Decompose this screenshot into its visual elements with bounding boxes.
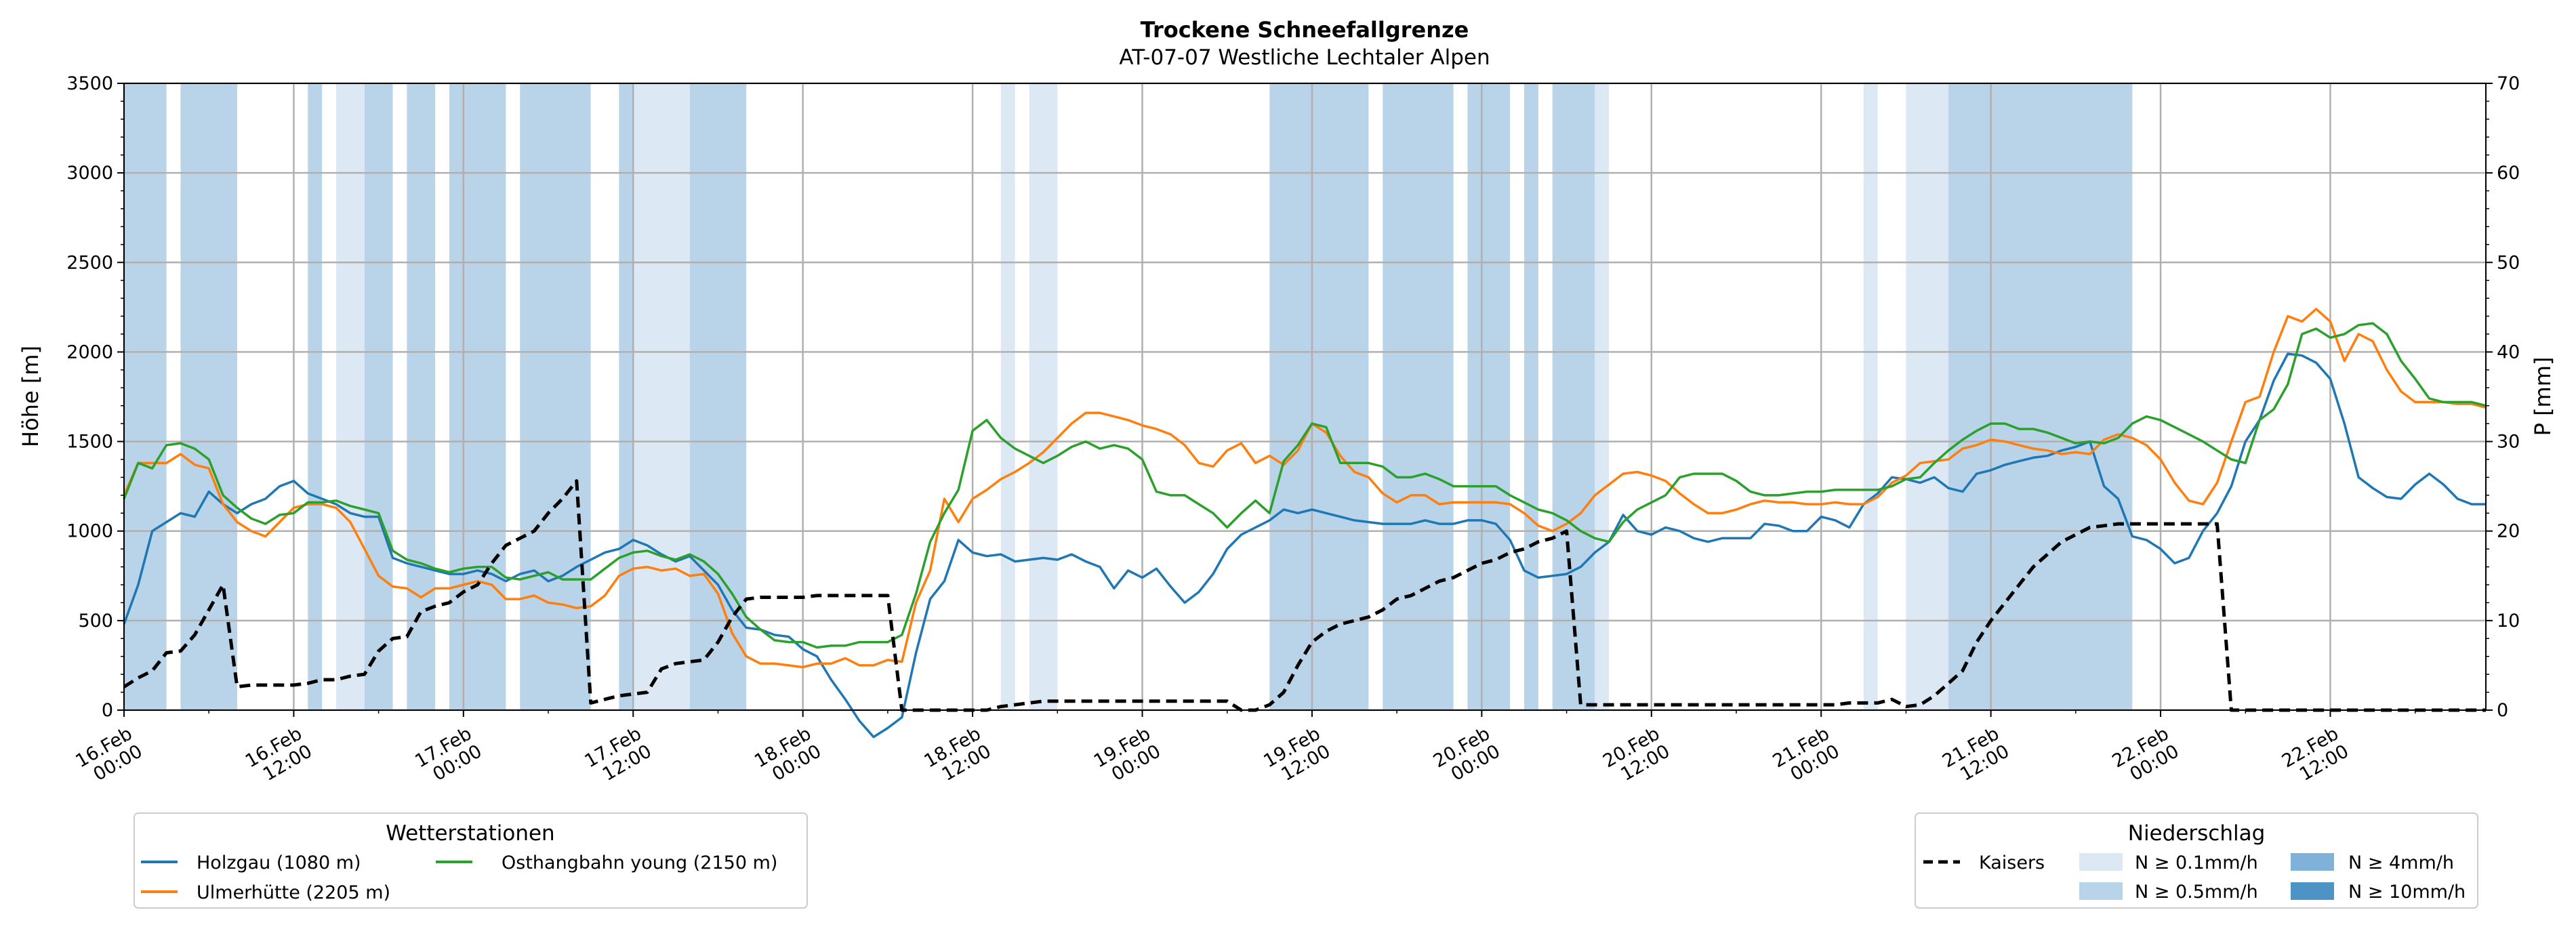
y-axis-left: 0 500 1000 1500 2000 2500 3000 3500	[66, 73, 124, 721]
ytick-label-5: 2500	[66, 252, 113, 273]
xtick-label-6: 19.Feb00:00	[1090, 723, 1164, 789]
xtick-label-7: 19.Feb12:00	[1260, 723, 1334, 789]
legend-n4-swatch	[2291, 853, 2334, 871]
ytick-label-3: 1500	[66, 432, 113, 453]
legend-stations-title: Wetterstationen	[386, 821, 554, 846]
precip-band-16	[1524, 83, 1538, 710]
ytick-label-2: 1000	[66, 521, 113, 542]
legend-n4-label: N ≥ 4mm/h	[2348, 852, 2454, 873]
y2-axis-label: P [mm]	[2530, 357, 2556, 436]
xtick-label-12: 22.Feb00:00	[2108, 723, 2182, 789]
legend-precip-title: Niederschlag	[2128, 821, 2266, 846]
precip-band-0	[124, 83, 167, 710]
series-kaisers	[123, 479, 2486, 712]
xtick-label-8: 20.Feb00:00	[1430, 723, 1504, 789]
legend-n01-label: N ≥ 0.1mm/h	[2135, 852, 2258, 873]
y-axis-right: 0 10 20 30 40 50 60 70	[2486, 73, 2520, 721]
y2tick-label-4: 40	[2497, 342, 2520, 363]
legend-stations: Wetterstationen Holzgau (1080 m) Ulmerhü…	[134, 812, 808, 909]
series-ulmer	[123, 308, 2487, 669]
precip-band-7	[520, 83, 591, 710]
xtick-label-11: 21.Feb12:00	[1939, 723, 2013, 789]
ytick-label-4: 2000	[66, 342, 113, 363]
legend-n05-swatch	[2079, 882, 2123, 900]
precip-band-13	[1269, 83, 1369, 710]
series-lines	[123, 308, 2487, 739]
y2tick-label-2: 20	[2497, 521, 2520, 542]
precip-band-15	[1467, 83, 1511, 710]
ytick-label-7: 3500	[66, 73, 113, 94]
xtick-label-4: 18.Feb00:00	[751, 723, 825, 789]
series-ost	[123, 322, 2487, 649]
precip-band-9	[633, 83, 690, 710]
xtick-label-10: 21.Feb00:00	[1770, 723, 1843, 789]
legend-n01-swatch	[2079, 853, 2123, 871]
x-axis: 16.Feb00:00 16.Feb12:00 17.Feb00:00 17.Feb1…	[72, 710, 2416, 789]
y2tick-label-6: 60	[2497, 163, 2520, 184]
xtick-label-2: 17.Feb00:00	[411, 723, 485, 789]
precip-band-14	[1383, 83, 1454, 710]
legend-n10-swatch	[2291, 882, 2334, 900]
precip-band-19	[1863, 83, 1878, 710]
xtick-label-5: 18.Feb12:00	[921, 723, 995, 789]
ytick-label-1: 500	[78, 611, 113, 632]
grid-lines	[123, 82, 2486, 711]
xtick-label-0: 16.Feb00:00	[72, 723, 146, 789]
precip-band-18	[1595, 83, 1610, 710]
precip-band-20	[1906, 83, 1949, 710]
precipitation-bands	[124, 83, 2133, 710]
xtick-label-9: 20.Feb12:00	[1599, 723, 1673, 789]
precip-band-3	[336, 83, 365, 710]
precip-band-21	[1948, 83, 2133, 710]
precip-band-1	[180, 83, 237, 710]
y2tick-label-0: 0	[2497, 700, 2508, 721]
precip-band-2	[308, 83, 323, 710]
legend-precip: Niederschlag Kaisers N ≥ 0.1mm/h N ≥ 0.5…	[1915, 812, 2478, 909]
y2tick-label-3: 30	[2497, 432, 2520, 453]
chart-title: Trockene Schneefallgrenze	[1141, 17, 1469, 43]
ytick-label-0: 0	[102, 700, 113, 721]
y2tick-label-7: 70	[2497, 73, 2520, 94]
xtick-label-3: 17.Feb12:00	[581, 723, 655, 789]
y-axis-label: Höhe [m]	[18, 346, 43, 447]
chart-subtitle: AT-07-07 Westliche Lechtaler Alpen	[1119, 45, 1490, 70]
precip-band-4	[364, 83, 393, 710]
legend-n10-label: N ≥ 10mm/h	[2348, 882, 2466, 903]
y2tick-label-5: 50	[2497, 252, 2520, 273]
legend-ost-label: Osthangbahn young (2150 m)	[502, 852, 777, 873]
xtick-label-1: 16.Feb12:00	[242, 723, 316, 789]
precip-band-11	[1000, 83, 1015, 710]
legend-kaisers-label: Kaisers	[1979, 852, 2045, 873]
precip-band-10	[689, 83, 747, 710]
legend-holzgau-label: Holzgau (1080 m)	[197, 852, 361, 873]
precip-band-12	[1029, 83, 1058, 710]
y2tick-label-1: 10	[2497, 611, 2520, 632]
legend-ulmer-label: Ulmerhütte (2205 m)	[197, 882, 390, 903]
series-holzgau	[123, 352, 2486, 739]
plot-frame	[123, 83, 2487, 711]
ytick-label-6: 3000	[66, 163, 113, 184]
precip-band-8	[619, 83, 634, 710]
xtick-label-13: 22.Feb12:00	[2278, 723, 2352, 789]
legend-n05-label: N ≥ 0.5mm/h	[2135, 882, 2258, 903]
precip-band-5	[407, 83, 436, 710]
precip-band-17	[1552, 83, 1595, 710]
precip-band-6	[449, 83, 506, 710]
